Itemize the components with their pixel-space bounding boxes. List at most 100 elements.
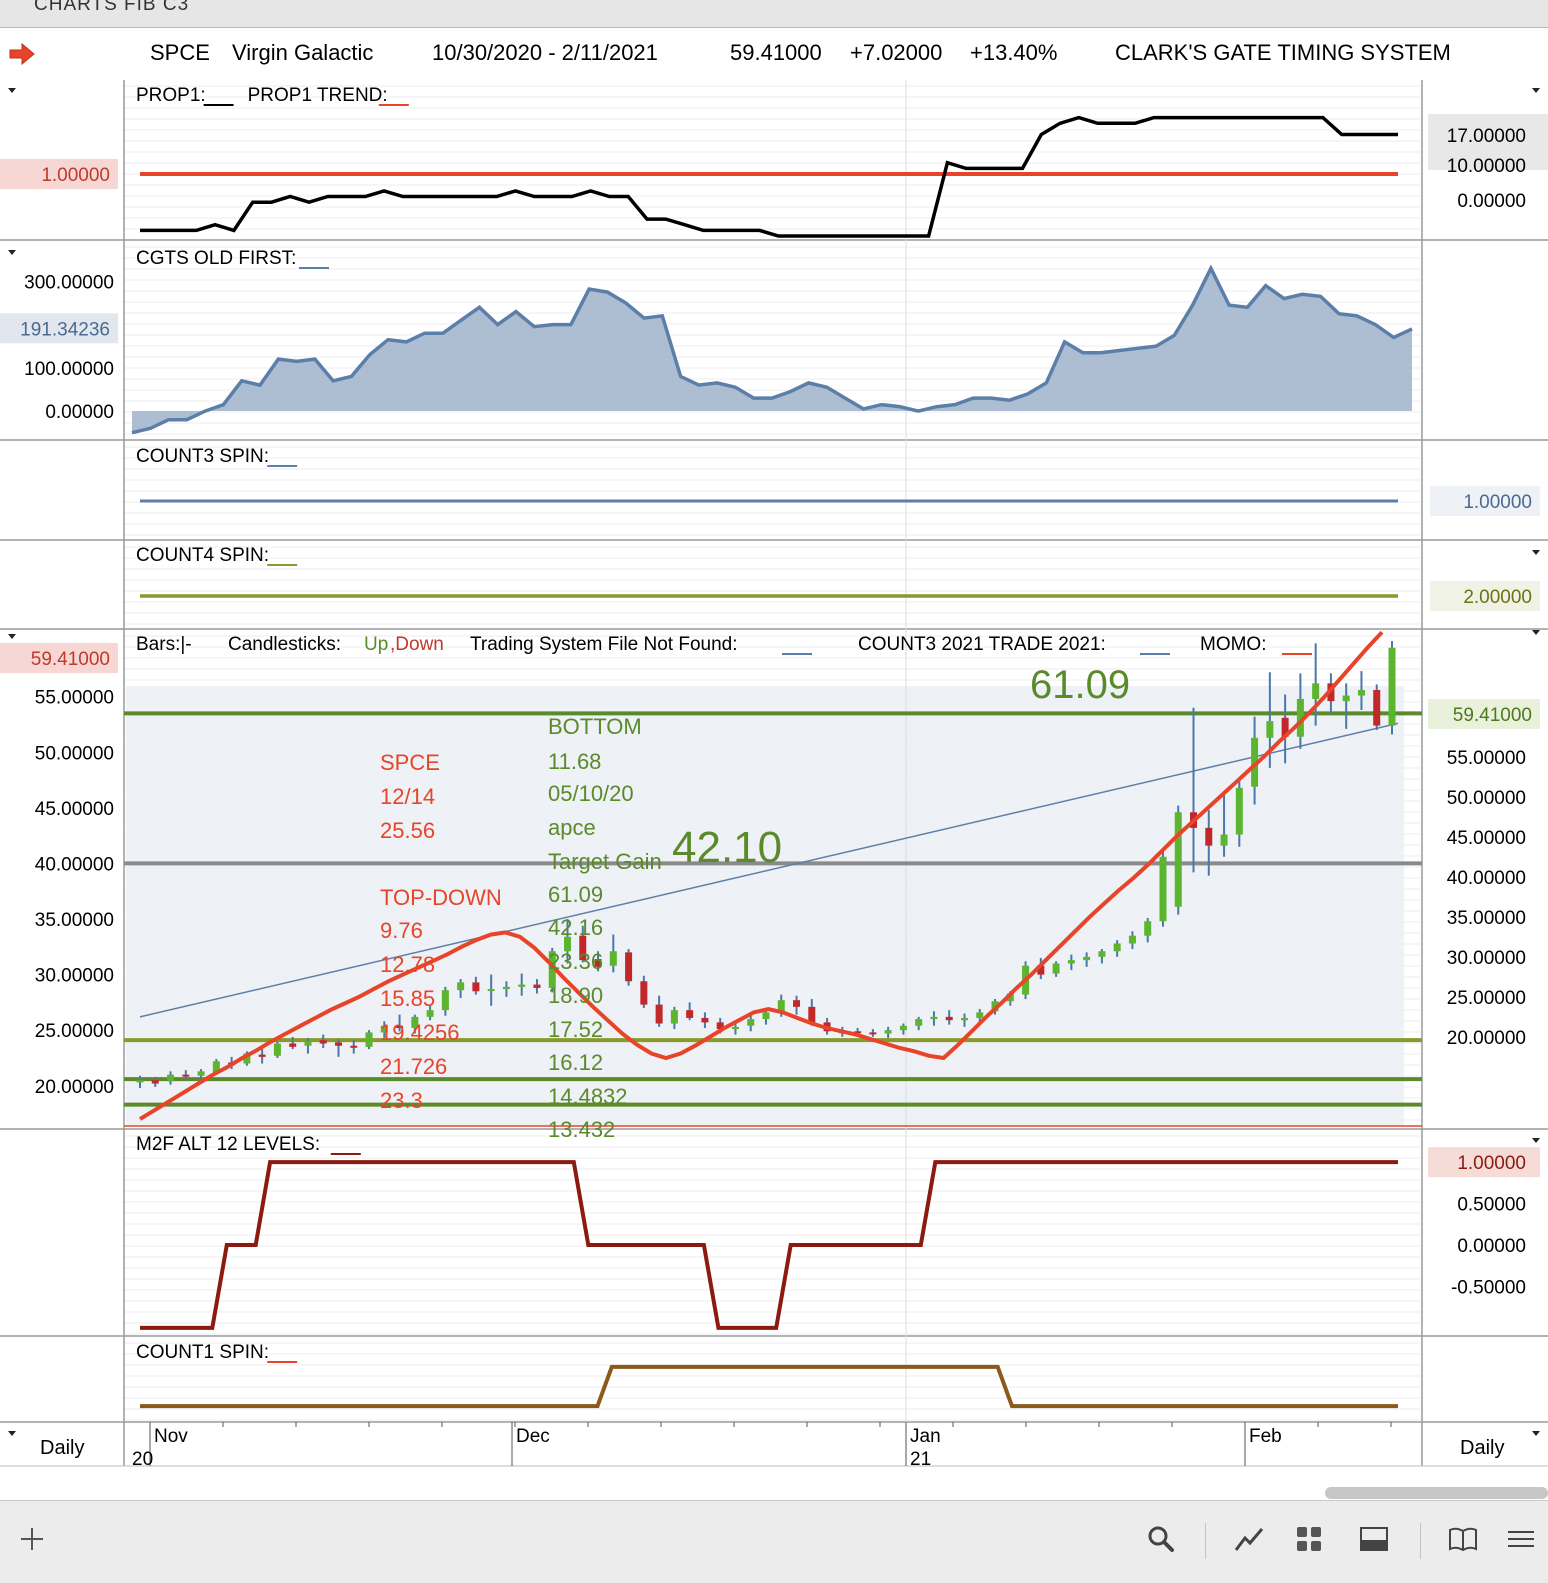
annotation-red: 12/14 [380,784,435,809]
price-right-last: 59.41000 [1453,705,1532,726]
price-change-pct: +13.40% [970,40,1058,65]
candle-body [640,981,648,1005]
candle-body [884,1030,892,1034]
y-tick-label: 20.00000 [35,1077,114,1098]
legend-bars: Bars:|- [136,634,192,655]
symbol-header: SPCE Virgin Galactic 10/30/2020 - 2/11/2… [0,28,1548,81]
y-tick-label: 100.00000 [24,359,114,380]
candle-body [1037,965,1045,975]
candle-body [915,1019,923,1026]
chevron-down-icon [1532,1138,1540,1143]
search-icon[interactable] [1145,1523,1177,1555]
candle-body [793,1000,801,1007]
chevron-down-icon [1532,88,1540,93]
annotation-red: 12.78 [380,952,435,977]
cgts-left-value: 191.34236 [20,319,110,340]
candle-body [441,990,449,1011]
book-icon[interactable] [1447,1523,1479,1555]
price-left-last: 59.41000 [31,649,110,670]
candle-body [1342,695,1350,702]
candle-body [1083,956,1091,961]
last-price: 59.41000 [730,40,822,65]
y-tick-label: 30.00000 [35,966,114,987]
y-tick-label: 50.00000 [1447,788,1526,809]
candle-body [762,1012,770,1020]
annotation-red: 25.56 [380,818,435,843]
prop1-line [140,115,1398,238]
chevron-down-icon [8,1431,16,1436]
annotation-green: 05/10/20 [548,781,634,806]
candle-body [380,1025,388,1033]
legend-label: M2F ALT 12 LEVELS: [136,1134,320,1155]
x-axis-label: Nov [154,1426,188,1447]
candle-body [258,1054,266,1057]
y-tick-label: 25.00000 [1447,988,1526,1009]
candle-body [1174,812,1182,907]
candle-body [609,951,617,966]
legend-label: COUNT1 SPIN: [136,1342,269,1363]
y-tick-label: 40.00000 [1447,868,1526,889]
y-tick-label: 30.00000 [1447,948,1526,969]
count4-right-value-box [1430,581,1540,611]
annotation-green: 14.4832 [548,1084,628,1109]
candle-body [1388,647,1396,726]
chart-canvas[interactable]: PROP1: PROP1 TREND: CGTS OLD FIRST: COUNT3 … [0,80,1548,1500]
y-tick-label: 10.00000 [1447,156,1526,177]
y-tick-label: 55.00000 [1447,748,1526,769]
right-arrow-icon[interactable] [8,42,36,66]
annotation-green: 23.36 [548,949,603,974]
candle-body [136,1080,144,1083]
panel-layout-icon[interactable] [1358,1523,1390,1555]
y-tick-label: 40.00000 [35,854,114,875]
prop1-left-value: 1.00000 [41,165,110,186]
candle-body [731,1026,739,1030]
cgts-area [132,268,1412,433]
count3-right-value-box [1430,486,1540,516]
candle-body [899,1025,907,1031]
annotation-red: SPCE [380,750,440,775]
candle-body [1235,787,1243,835]
m2f-line [140,1160,1398,1330]
bottom-toolbar [0,1500,1548,1583]
annotation-green: 17.52 [548,1017,603,1042]
candle-body [716,1022,724,1030]
panel-background [0,80,1548,240]
legend-label: PROP1: [136,85,206,106]
y-tick-label: 20.00000 [1447,1028,1526,1049]
candle-body [579,935,587,961]
grid-icon[interactable] [1293,1523,1325,1555]
chart-line-icon[interactable] [1233,1523,1265,1555]
candle-body [289,1043,297,1047]
candle-body [1128,935,1136,944]
annotation-green: 11.68 [548,749,601,774]
candle-body [686,1010,694,1018]
x-axis-label: Dec [516,1426,550,1447]
y-tick-label: 35.00000 [1447,908,1526,929]
x-axis-year: 21 [910,1449,931,1470]
legend-label: CGTS OLD FIRST: [136,248,296,269]
add-icon[interactable] [16,1523,48,1555]
candle-body [533,984,541,988]
price-panel-shade [126,686,1404,1126]
chevron-down-icon [1532,550,1540,555]
menu-icon[interactable] [1505,1523,1537,1555]
candle-body [197,1071,205,1076]
candle-body [1159,856,1167,922]
candle-body [1052,963,1060,974]
prop1-right-box [1428,114,1548,170]
chevron-down-icon [1532,630,1540,635]
candle-body [854,1031,862,1034]
annotation-green: Target Gain [548,849,662,874]
period-left: Daily [40,1437,84,1459]
legend-label: PROP1 TREND: [248,85,388,106]
momo-line [138,630,1384,1121]
candle-body [365,1032,373,1047]
candle-body [1006,993,1014,1002]
legend-count3-trade: COUNT3 2021 TRADE 2021: [858,634,1106,655]
candle-body [1266,721,1274,738]
m2f-right-box [1428,1147,1540,1178]
horizontal-scrollbar[interactable] [1325,1487,1548,1499]
candle-body [670,1010,678,1024]
candle-body [564,936,572,952]
candle-body [457,982,465,991]
